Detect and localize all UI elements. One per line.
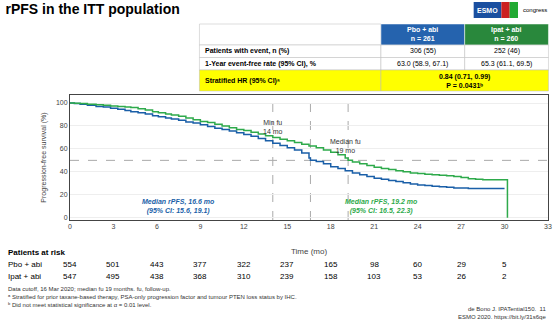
svg-text:de Bono J. IPATential150. 11E: de Bono J. IPATential150. 11ESMO 2020. h… <box>458 306 546 320</box>
svg-text:20: 20 <box>60 191 68 198</box>
svg-text:6: 6 <box>155 223 159 230</box>
svg-text:501: 501 <box>106 260 120 269</box>
svg-text:438: 438 <box>150 272 164 281</box>
svg-text:Stratified HR (95% CI)ᵃ: Stratified HR (95% CI)ᵃ <box>205 77 280 85</box>
svg-text:40: 40 <box>60 168 68 175</box>
svg-text:Pbo + abi: Pbo + abi <box>8 260 42 269</box>
svg-text:Patients with event, n (%): Patients with event, n (%) <box>205 47 289 55</box>
svg-text:443: 443 <box>150 260 164 269</box>
svg-text:0: 0 <box>64 214 68 221</box>
svg-text:26: 26 <box>457 272 466 281</box>
svg-text:24: 24 <box>414 223 422 230</box>
svg-text:27: 27 <box>457 223 465 230</box>
svg-text:15: 15 <box>283 223 291 230</box>
svg-text:29: 29 <box>457 260 466 269</box>
svg-text:12: 12 <box>240 223 248 230</box>
svg-text:377: 377 <box>193 260 207 269</box>
svg-text:Median rPFS, 16.6 mo(95% CI: 1: Median rPFS, 16.6 mo(95% CI: 15.6, 19.1) <box>142 198 215 215</box>
svg-text:237: 237 <box>280 260 294 269</box>
svg-text:60: 60 <box>413 260 422 269</box>
svg-text:congress: congress <box>523 7 547 13</box>
svg-text:252 (46): 252 (46) <box>494 47 520 55</box>
svg-text:Median fu19 mo: Median fu19 mo <box>330 138 361 154</box>
svg-text:2: 2 <box>502 272 507 281</box>
svg-text:33: 33 <box>544 223 552 230</box>
svg-text:63.0 (58.9, 67.1): 63.0 (58.9, 67.1) <box>397 60 448 68</box>
svg-text:239: 239 <box>280 272 294 281</box>
svg-text:Patients at risk: Patients at risk <box>8 248 65 257</box>
svg-text:5: 5 <box>502 260 507 269</box>
svg-text:547: 547 <box>63 272 77 281</box>
svg-text:100: 100 <box>56 99 68 106</box>
svg-text:310: 310 <box>237 272 251 281</box>
svg-text:9: 9 <box>198 223 202 230</box>
svg-text:158: 158 <box>324 272 338 281</box>
svg-text:368: 368 <box>193 272 207 281</box>
svg-text:554: 554 <box>63 260 77 269</box>
svg-text:65.3 (61.1, 69.5): 65.3 (61.1, 69.5) <box>481 60 532 68</box>
svg-text:322: 322 <box>237 260 251 269</box>
svg-text:21: 21 <box>370 223 378 230</box>
svg-text:Data cutoff, 16 Mar 2020; medi: Data cutoff, 16 Mar 2020; median fu 19 m… <box>8 286 297 308</box>
svg-text:Min fu14 mo: Min fu14 mo <box>263 119 283 135</box>
svg-text:Time (mo): Time (mo) <box>291 247 327 256</box>
svg-text:30: 30 <box>501 223 509 230</box>
svg-text:Progression-free survival (%): Progression-free survival (%) <box>40 112 48 202</box>
svg-text:0: 0 <box>68 223 72 230</box>
svg-text:103: 103 <box>367 272 381 281</box>
svg-text:Ipat + abi: Ipat + abi <box>8 272 41 281</box>
svg-text:3: 3 <box>111 223 115 230</box>
svg-text:80: 80 <box>60 122 68 129</box>
svg-text:60: 60 <box>60 145 68 152</box>
svg-text:165: 165 <box>324 260 338 269</box>
svg-text:306 (55): 306 (55) <box>410 47 436 55</box>
svg-text:ESMO: ESMO <box>477 7 498 14</box>
svg-text:1-Year event-free rate (95% CI: 1-Year event-free rate (95% CI), % <box>205 60 317 68</box>
svg-text:495: 495 <box>106 272 120 281</box>
svg-text:18: 18 <box>327 223 335 230</box>
svg-text:Pbo + abin = 261: Pbo + abin = 261 <box>407 26 438 42</box>
svg-text:0.84 (0.71, 0.99)P = 0.0431ᵇ: 0.84 (0.71, 0.99)P = 0.0431ᵇ <box>439 73 490 89</box>
svg-text:Median rPFS, 19.2 mo(95% CI: 1: Median rPFS, 19.2 mo(95% CI: 16.5, 22.3) <box>345 198 418 215</box>
svg-text:53: 53 <box>413 272 422 281</box>
svg-text:Ipat + abin = 260: Ipat + abin = 260 <box>491 26 522 42</box>
svg-text:98: 98 <box>370 260 379 269</box>
svg-text:rPFS in the ITT population: rPFS in the ITT population <box>6 1 180 17</box>
